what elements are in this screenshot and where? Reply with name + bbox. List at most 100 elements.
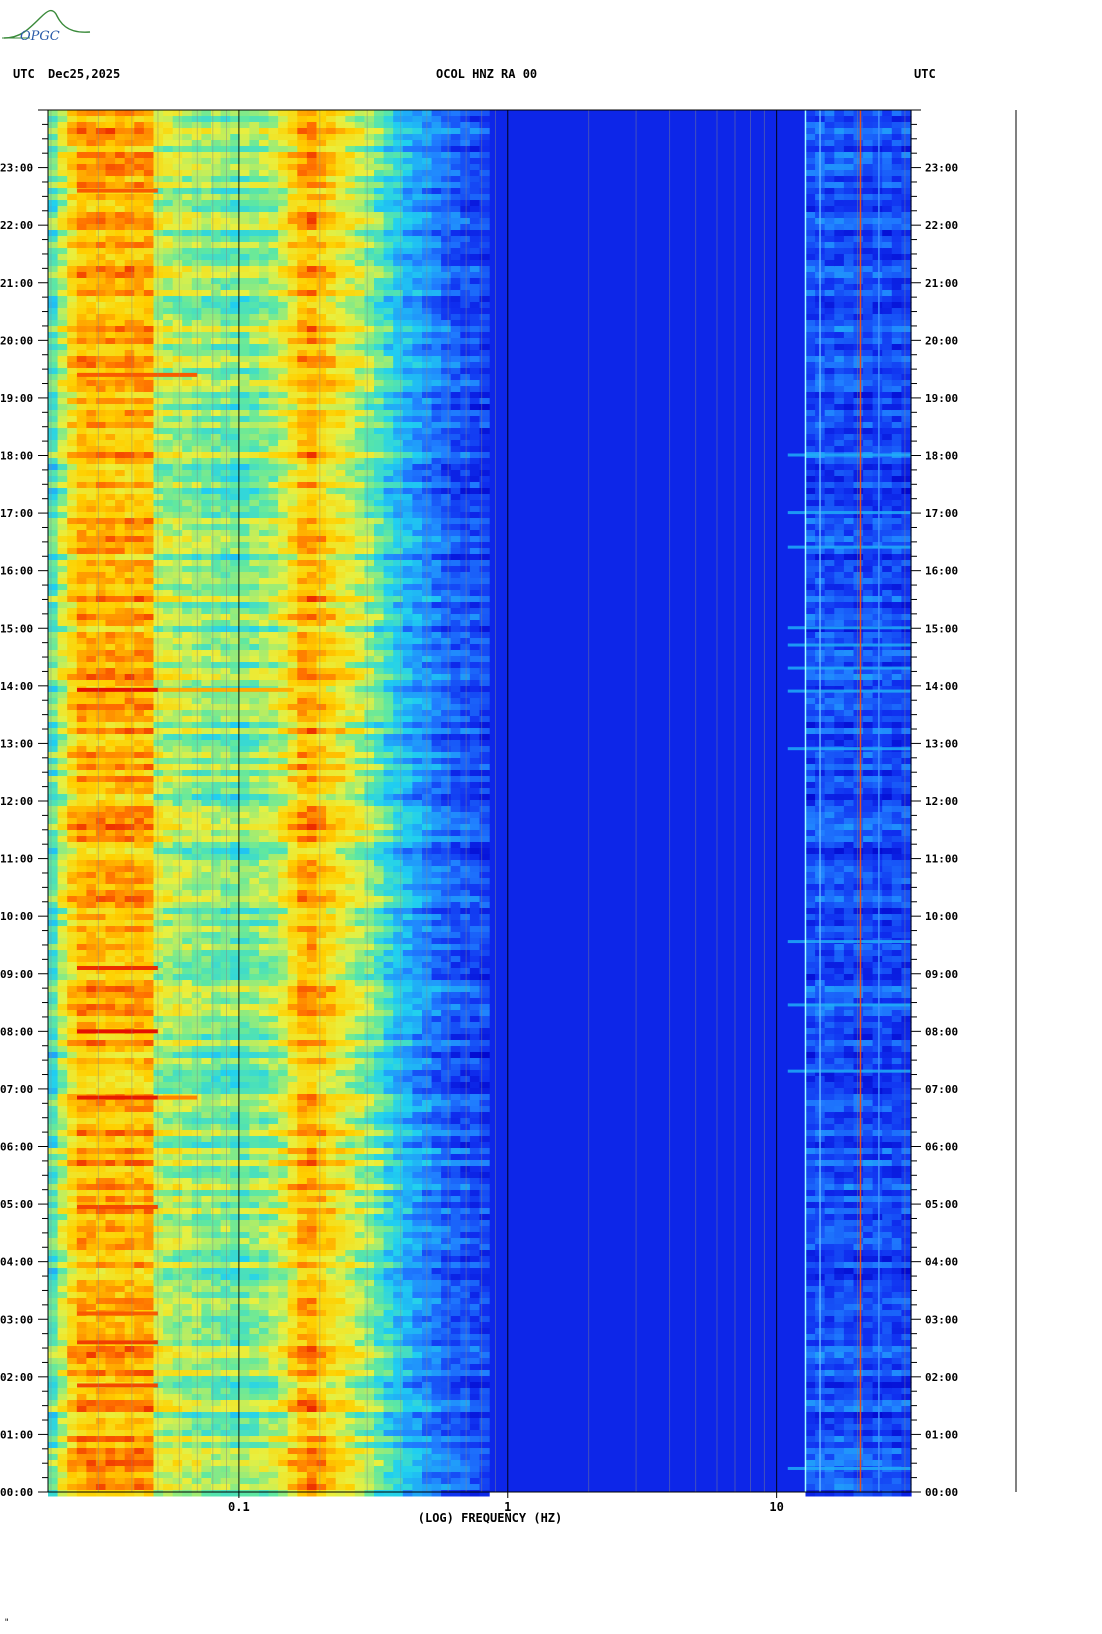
spectrogram-cell	[115, 1274, 126, 1281]
spectrogram-cell	[124, 380, 135, 387]
spectrogram-cell	[134, 506, 145, 513]
spectrogram-cell	[143, 128, 155, 135]
spectrogram-cell	[239, 260, 250, 267]
spectrogram-cell	[95, 1346, 107, 1353]
spectrogram-cell	[115, 1262, 126, 1269]
spectrogram-cell	[105, 938, 116, 945]
spectrogram-cell	[239, 560, 250, 567]
spectrogram-cell	[163, 758, 174, 765]
spectrogram-cell	[105, 1436, 116, 1443]
spectrogram-cell	[230, 296, 241, 303]
spectrogram-cell	[86, 1184, 97, 1191]
spectrogram-cell	[143, 626, 155, 633]
spectrogram-cell	[95, 674, 107, 681]
spectrogram-cell	[57, 1466, 68, 1473]
spectrogram-cell	[105, 956, 116, 963]
spectrogram-cell	[115, 986, 126, 993]
spectrogram-cell	[124, 680, 135, 687]
spectrogram-cell	[153, 254, 164, 261]
spectrogram-cell	[57, 662, 68, 669]
spectrogram-cell	[239, 1298, 250, 1305]
spectrogram-cell	[249, 176, 260, 183]
spectrogram-cell	[95, 722, 107, 729]
spectrogram-cell	[134, 1484, 145, 1491]
spectrogram-cell	[67, 464, 78, 471]
spectrogram-cell	[124, 812, 135, 819]
spectrogram-cell	[239, 812, 250, 819]
spectrogram-cell	[239, 1202, 250, 1209]
spectrogram-cell	[201, 608, 212, 615]
spectrogram-cell	[95, 1316, 107, 1323]
spectrogram-cell	[249, 350, 260, 357]
spectrogram-cell	[172, 500, 183, 507]
spectrogram-cell	[143, 326, 155, 333]
spectrogram-cell	[201, 926, 212, 933]
spectrogram-cell	[143, 1448, 155, 1455]
spectrogram-cell	[230, 530, 241, 537]
spectrogram-cell	[153, 344, 164, 351]
spectrogram-cell	[57, 758, 68, 765]
spectrogram-cell	[172, 326, 183, 333]
spectrogram-cell	[86, 1112, 97, 1119]
spectrogram-cell	[124, 1322, 135, 1329]
spectrogram-cell	[172, 1298, 183, 1305]
spectrogram-cell	[220, 1436, 231, 1443]
spectrogram-cell	[239, 794, 250, 801]
spectrogram-cell	[201, 1028, 212, 1035]
spectrogram-cell	[182, 1112, 193, 1119]
spectrogram-cell	[95, 998, 107, 1005]
spectrogram-cell	[182, 1298, 193, 1305]
spectrogram-cell	[230, 434, 241, 441]
spectrogram-cell	[115, 1070, 126, 1077]
spectrogram-cell	[172, 662, 183, 669]
spectrogram-cell	[95, 152, 107, 159]
spectrogram-cell	[134, 1130, 145, 1137]
spectrogram-cell	[211, 218, 222, 225]
spectrogram-cell	[163, 950, 174, 957]
spectrogram-cell	[124, 128, 135, 135]
spectrogram-cell	[211, 1094, 222, 1101]
spectrogram-cell	[163, 1040, 174, 1047]
spectrogram-cell	[220, 470, 231, 477]
spectrogram-cell	[239, 308, 250, 315]
spectrogram-cell	[201, 1268, 212, 1275]
spectrogram-cell	[134, 236, 145, 243]
spectrogram-cell	[134, 734, 145, 741]
spectrogram-cell	[211, 542, 222, 549]
spectrogram-cell	[86, 1244, 97, 1251]
spectrogram-cell	[211, 1058, 222, 1065]
spectrogram-cell	[134, 992, 145, 999]
spectrogram-cell	[172, 974, 183, 981]
spectrogram-cell	[134, 1166, 145, 1173]
spectrogram-cell	[86, 1106, 97, 1113]
spectrogram-cell	[115, 1364, 126, 1371]
spectrogram-cell	[230, 1328, 241, 1335]
spectrogram-cell	[57, 632, 68, 639]
spectrogram-cell	[105, 890, 116, 897]
spectrogram-cell	[124, 1250, 135, 1257]
spectrogram-cell	[105, 134, 116, 141]
spectrogram-cell	[57, 1154, 68, 1161]
spectrogram-cell	[239, 1250, 250, 1257]
spectrogram-cell	[67, 1202, 78, 1209]
spectrogram-cell	[134, 1280, 145, 1287]
spectrogram-cell	[249, 446, 260, 453]
spectrogram-cell	[48, 1238, 59, 1245]
spectrogram-cell	[153, 272, 164, 279]
spectrogram-cell	[172, 272, 183, 279]
spectrogram-cell	[153, 1322, 164, 1329]
spectrogram-cell	[230, 746, 241, 753]
spectrogram-cell	[211, 680, 222, 687]
spectrogram-cell	[105, 1124, 116, 1131]
spectrogram-cell	[239, 1340, 250, 1347]
spectrogram-cell	[67, 1424, 78, 1431]
spectrogram-cell	[249, 224, 260, 231]
spectrogram-cell	[230, 1256, 241, 1263]
spectrogram-cell	[220, 212, 231, 219]
spectrogram-cell	[239, 746, 250, 753]
spectrogram-cell	[86, 956, 97, 963]
spectrogram-cell	[249, 614, 260, 621]
spectrogram-cell	[182, 1004, 193, 1011]
spectrogram-cell	[95, 800, 107, 807]
spectrogram-cell	[172, 842, 183, 849]
